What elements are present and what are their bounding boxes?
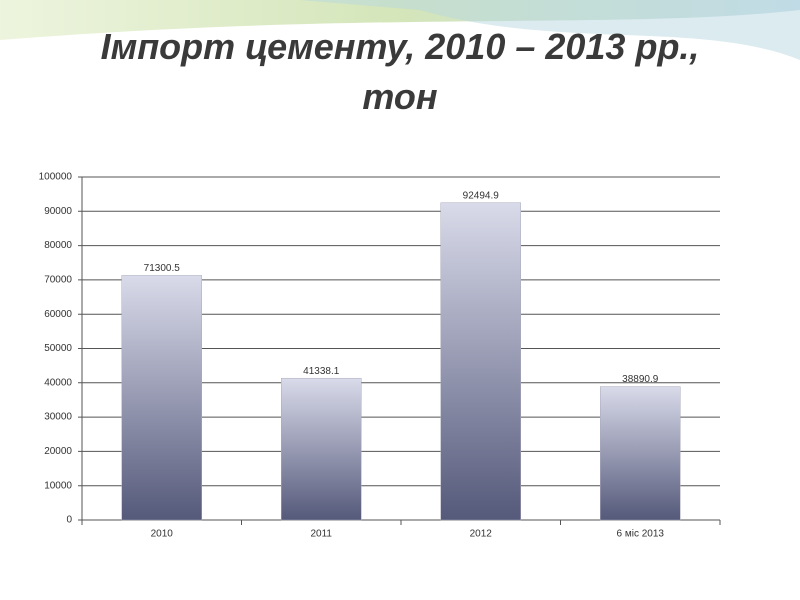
bar [121, 275, 202, 521]
y-tick-label: 90000 [44, 206, 72, 217]
x-tick-label: 2012 [470, 529, 493, 540]
bar [440, 202, 521, 521]
data-label: 38890.9 [622, 374, 659, 385]
chart-title: Імпорт цементу, 2010 – 2013 рр., тон [100, 26, 700, 117]
y-tick-label: 80000 [44, 240, 72, 251]
decoration [300, 0, 800, 60]
y-tick-label: 30000 [44, 412, 72, 423]
data-label: 71300.5 [144, 263, 181, 274]
bar [600, 386, 681, 521]
y-tick-label: 100000 [39, 172, 73, 183]
bar [281, 377, 362, 521]
data-label: 41338.1 [303, 366, 340, 377]
y-tick-label: 50000 [44, 343, 72, 354]
x-tick-label: 2010 [151, 529, 174, 540]
y-tick-label: 70000 [44, 275, 72, 286]
y-tick-label: 20000 [44, 446, 72, 457]
x-tick-label: 2011 [310, 529, 332, 540]
y-tick-label: 0 [66, 515, 72, 526]
plot: 0 10000 20000 30000 40000 50000 60000 70000 8000… [39, 172, 721, 540]
data-label: 92494.9 [463, 190, 500, 201]
y-tick-label: 60000 [44, 309, 72, 320]
y-tick-label: 10000 [44, 480, 72, 491]
y-tick-label: 40000 [44, 377, 72, 388]
x-tick-label: 6 міс 2013 [617, 529, 665, 540]
